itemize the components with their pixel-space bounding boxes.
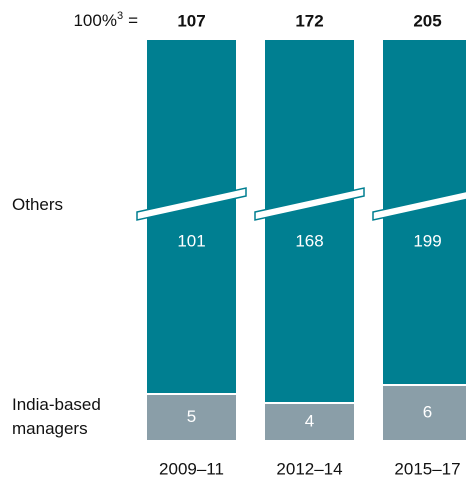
x-tick-label: 2009–11 bbox=[159, 459, 224, 478]
total-label-suffix: = bbox=[128, 11, 138, 30]
bar-segment bbox=[147, 40, 236, 393]
segment-label: 5 bbox=[187, 407, 196, 426]
axis-break bbox=[254, 187, 365, 221]
total-value: 172 bbox=[295, 11, 323, 30]
segment-label: 4 bbox=[305, 411, 314, 430]
bar-segment bbox=[147, 395, 236, 440]
bar-segment bbox=[383, 386, 466, 440]
segment-label: 6 bbox=[423, 402, 432, 421]
bar-segment bbox=[265, 40, 354, 402]
x-tick-label: 2012–14 bbox=[276, 459, 342, 478]
axis-break bbox=[372, 190, 466, 221]
total-label-note: 3 bbox=[117, 10, 123, 22]
bar-segment bbox=[265, 404, 354, 440]
total-label-text: 100% bbox=[73, 11, 116, 30]
series-label: India-based managers bbox=[12, 395, 101, 438]
segment-label: 101 bbox=[177, 231, 205, 250]
series-label: Others bbox=[12, 195, 64, 214]
segment-label: 199 bbox=[413, 231, 441, 250]
x-tick-label: 2015–17 bbox=[394, 459, 460, 478]
total-value: 107 bbox=[177, 11, 205, 30]
segment-label: 168 bbox=[295, 231, 323, 250]
total-label: 100%3 = bbox=[73, 10, 138, 31]
total-value: 205 bbox=[413, 11, 441, 30]
axis-break bbox=[136, 187, 247, 221]
